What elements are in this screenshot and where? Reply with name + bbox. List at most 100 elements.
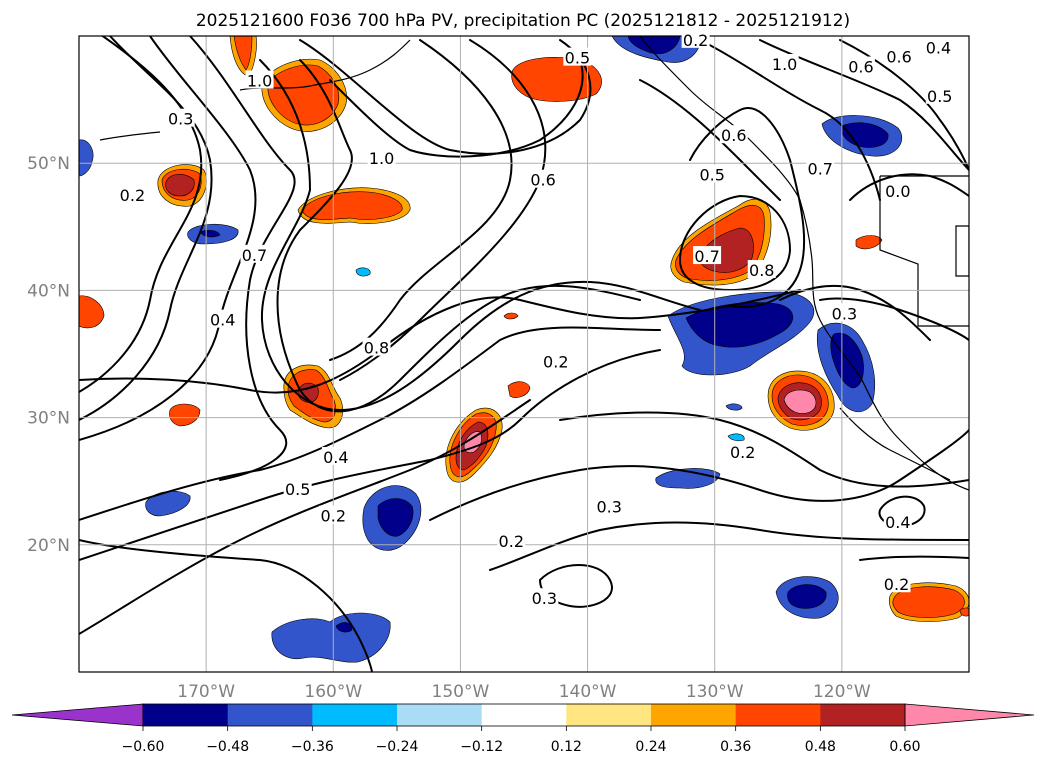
contour-label-bg [882, 574, 911, 593]
x-tick-label: 120°W [813, 682, 871, 702]
pv-contour [329, 59, 584, 158]
precip-blob [199, 230, 221, 238]
contour-label: 0.5 [565, 49, 590, 68]
pv-contour [189, 36, 296, 481]
colorbar-swatch [651, 704, 737, 726]
contour-label: 0.2 [683, 31, 708, 50]
colorbar-swatch [820, 704, 906, 726]
contour-label: 0.3 [168, 110, 193, 129]
contour-label-bg [830, 303, 859, 322]
pv-contour [79, 399, 531, 635]
contour-label-bg [846, 56, 875, 75]
contour-label: 0.4 [885, 513, 910, 532]
pv-contour [429, 429, 969, 521]
precip-shading [79, 36, 969, 663]
precip-blob [727, 433, 745, 442]
coastline [99, 131, 161, 141]
colorbar-swatch [227, 704, 313, 726]
contour-label: 0.6 [721, 126, 746, 145]
precip-blob [335, 622, 353, 633]
coastline [879, 176, 969, 327]
colorbar-extend-high [904, 703, 1035, 727]
colorbar-swatch [566, 704, 652, 726]
contour-label: 0.3 [532, 589, 557, 608]
contour-label-bg [728, 441, 757, 460]
colorbar-tick-label: −0.12 [460, 739, 503, 755]
x-tick-label: 130°W [686, 682, 744, 702]
contour-label-bg [245, 70, 274, 89]
pv-contour [639, 79, 781, 201]
contour-label-bg [883, 181, 912, 200]
contour-label-bg [885, 46, 914, 65]
y-tick-label: 40°N [27, 281, 70, 301]
colorbar-frame [142, 703, 906, 727]
precip-blob [783, 389, 817, 414]
precip-blob [830, 332, 864, 389]
precip-blob [511, 57, 602, 102]
precip-blob [377, 498, 414, 537]
pv-contour [689, 107, 806, 308]
pv-contour [79, 349, 661, 561]
coastlines [99, 36, 969, 491]
colorbar-tick-label: 0.60 [889, 739, 920, 755]
pv-contour [859, 555, 969, 561]
colorbar-tick-label: −0.48 [206, 739, 249, 755]
pv-contours [79, 36, 969, 672]
contour-label: 0.3 [832, 304, 857, 323]
precip-blob [355, 267, 371, 277]
y-tick-label: 50°N [27, 154, 70, 174]
contour-label-bg [118, 185, 147, 203]
contour-label: 0.2 [321, 507, 346, 526]
contour-label: 0.2 [884, 575, 909, 594]
precip-blob [892, 586, 965, 618]
contour-label-bg [362, 337, 391, 356]
precip-blob [233, 36, 253, 71]
contour-label: 0.7 [242, 246, 267, 265]
x-tick-label: 140°W [559, 682, 617, 702]
precip-blob [169, 403, 201, 427]
x-tick-label: 150°W [432, 682, 490, 702]
precip-blob [301, 191, 403, 220]
colorbar-tick-label: 0.24 [635, 739, 666, 755]
contour-label-bg [530, 588, 559, 607]
pv-contour [79, 36, 213, 421]
contour-label-bg [693, 246, 722, 265]
pv-contour [878, 495, 926, 528]
contour-label-bg [240, 244, 269, 263]
y-tick-label: 30°N [27, 409, 70, 429]
contour-label-bg [770, 53, 799, 72]
pv-contour [79, 326, 661, 521]
contour-label-bg [698, 164, 727, 183]
contour-label-bg [595, 496, 624, 515]
colorbar-extend-low [11, 703, 144, 727]
coastline [839, 407, 951, 481]
contour-label-bg [883, 511, 912, 530]
contour-label: 0.5 [285, 480, 310, 499]
colorbar-tick-label: 0.12 [551, 739, 582, 755]
contour-label: 0.2 [499, 532, 524, 551]
contour-label: 0.6 [886, 47, 911, 66]
contour-label-bg [283, 478, 312, 497]
contour-label-bg [924, 37, 953, 56]
x-tick-label: 170°W [177, 682, 235, 702]
y-tick-label: 20°N [27, 536, 70, 556]
contour-label-bg [681, 29, 710, 48]
colorbar-swatch [735, 704, 821, 726]
contour-label-bg [319, 505, 348, 524]
contour-label: 0.7 [808, 159, 833, 178]
contour-label-bg [166, 108, 195, 127]
contour-label: 0.6 [530, 171, 555, 190]
contour-label: 0.5 [699, 166, 724, 185]
contour-label: 0.8 [749, 261, 774, 280]
pv-contour [79, 289, 801, 394]
contour-label: 1.0 [369, 149, 394, 168]
pv-contour [79, 539, 373, 672]
pv-contour [299, 39, 592, 155]
pv-contour [329, 39, 513, 361]
precip-blob [855, 235, 883, 250]
colorbar-tick-label: −0.36 [291, 739, 334, 755]
precip-blob [655, 468, 721, 489]
contour-label: 0.5 [927, 87, 952, 106]
colorbar-tick-label: 0.36 [720, 739, 751, 755]
contour-label: 0.4 [210, 311, 235, 330]
